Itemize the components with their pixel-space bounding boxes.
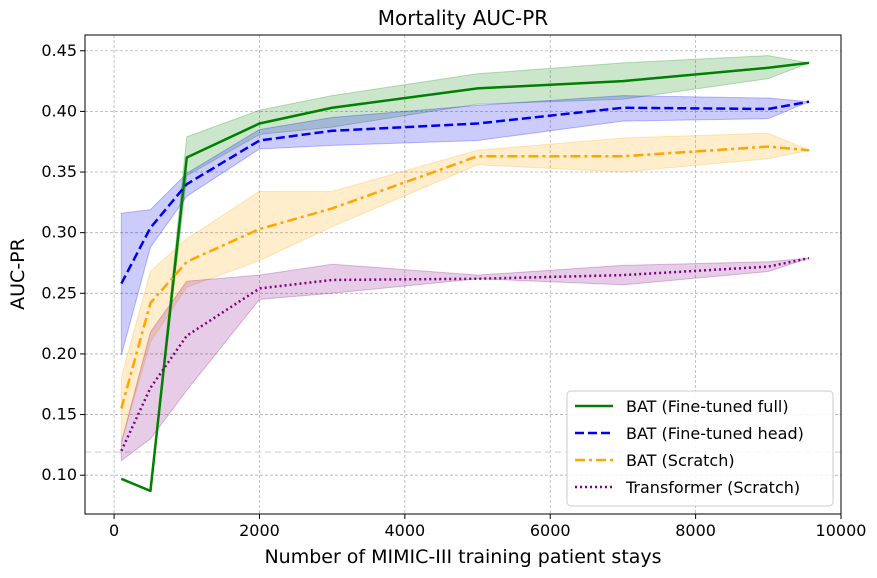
- legend-label-2: BAT (Fine-tuned head): [626, 424, 804, 443]
- legend-label-1: BAT (Fine-tuned full): [626, 397, 789, 416]
- x-tick-label: 0: [109, 521, 119, 540]
- x-axis-title: Number of MIMIC-III training patient sta…: [264, 546, 661, 568]
- y-axis-title: AUC-PR: [7, 238, 29, 310]
- chart-title: Mortality AUC-PR: [378, 6, 549, 30]
- x-tick-label: 8000: [675, 521, 716, 540]
- x-tick-label: 6000: [530, 521, 571, 540]
- y-tick-label: 0.15: [41, 405, 77, 424]
- legend-label-4: Transformer (Scratch): [625, 478, 800, 497]
- legend-label-3: BAT (Scratch): [626, 451, 735, 470]
- line-series-1: [120, 61, 810, 493]
- x-tick-label: 2000: [239, 521, 280, 540]
- y-tick-label: 0.40: [41, 101, 77, 120]
- y-tick-label: 0.25: [41, 283, 77, 302]
- y-tick-label: 0.45: [41, 41, 77, 60]
- y-tick-label: 0.10: [41, 465, 77, 484]
- series-lines: [120, 61, 810, 493]
- legend: BAT (Fine-tuned full) BAT (Fine-tuned hea…: [566, 390, 834, 507]
- y-tick-label: 0.35: [41, 162, 77, 181]
- axis-ticks: 0 2000 4000 6000 8000 10000 0.10 0.15 0.20 0.25 0.…: [41, 41, 866, 540]
- plot-frame: [84, 34, 842, 515]
- line-series-2: [120, 100, 810, 285]
- y-tick-label: 0.30: [41, 223, 77, 242]
- band-series-1: [121, 55, 811, 492]
- confidence-bands: [120, 55, 811, 492]
- line-series-4: [120, 256, 810, 452]
- band-series-4: [120, 257, 810, 462]
- line-series-3: [120, 145, 810, 409]
- legend-box: [566, 390, 834, 507]
- x-tick-label: 10000: [816, 521, 867, 540]
- x-tick-label: 4000: [384, 521, 425, 540]
- y-tick-label: 0.20: [41, 344, 77, 363]
- band-series-3: [120, 132, 811, 443]
